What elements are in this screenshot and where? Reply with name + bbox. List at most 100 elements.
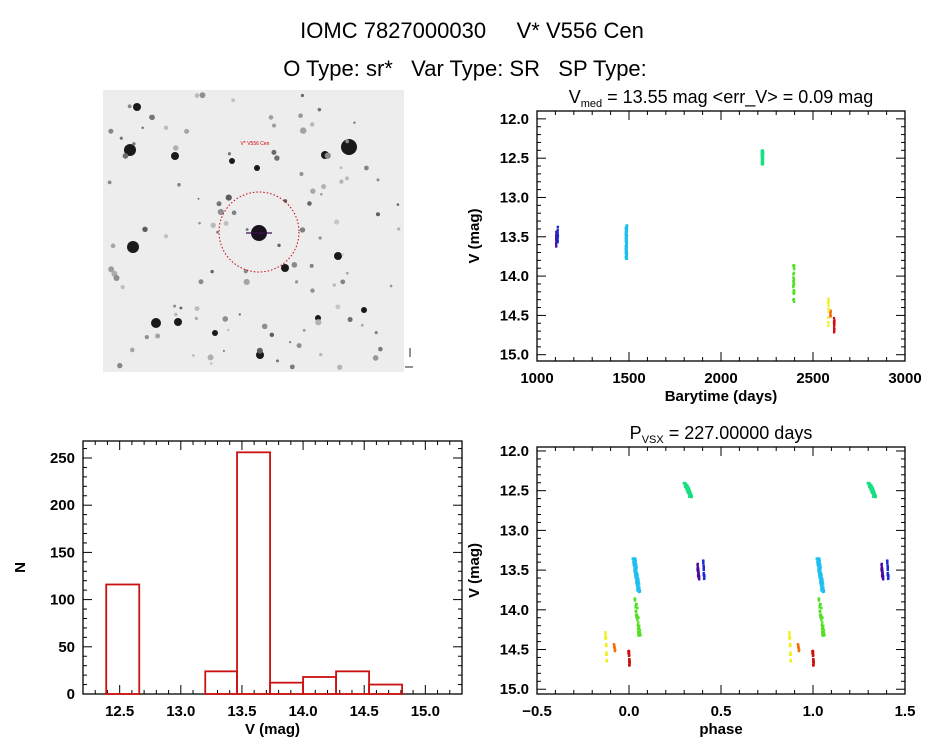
star [127, 104, 132, 109]
phase-point-season-2 [818, 564, 822, 567]
data-point-season-1b [556, 233, 559, 236]
histogram-bar [236, 451, 271, 695]
phase-point-season-6 [628, 664, 631, 667]
phase-point-season-2 [638, 589, 642, 592]
phase-point-season-6 [812, 653, 815, 656]
data-point-season-2 [625, 253, 628, 256]
data-point-season-4 [792, 299, 795, 302]
phase-point-season-1b [702, 577, 706, 580]
data-point-season-6 [833, 328, 836, 331]
data-point-season-5a [827, 298, 830, 301]
x-tick-label: 13.0 [166, 703, 195, 720]
phase-point-season-2 [819, 584, 823, 587]
histogram-bar [269, 681, 304, 695]
star [291, 262, 298, 268]
star-title: IOMC 7827000030 V* V556 Cen [300, 18, 644, 43]
phase-point-season-5a [604, 632, 607, 636]
phase-point-season-4 [638, 629, 642, 632]
phase-point-season-3 [688, 493, 691, 496]
star [173, 304, 177, 308]
phase-point-season-5b [796, 643, 800, 646]
star [309, 122, 315, 127]
star [315, 319, 322, 326]
y-tick-label: 15.0 [500, 347, 529, 364]
phase-point-season-5a [789, 644, 792, 647]
star [177, 182, 181, 187]
data-point-season-5b [829, 312, 832, 315]
data-point-season-6 [833, 321, 836, 324]
phase-point-season-4 [820, 618, 823, 622]
y-tick-label: 50 [58, 639, 75, 656]
phase-point-season-1b [886, 564, 889, 567]
data-point-season-4 [792, 279, 795, 282]
phase-point-season-4 [819, 610, 822, 614]
y-tick-label: 200 [50, 497, 75, 514]
data-point-season-5b [829, 311, 832, 314]
data-point-season-5b [829, 309, 832, 312]
phase-point-season-5a [604, 635, 607, 639]
phase-point-season-2 [636, 577, 639, 580]
phase-point-season-4 [821, 616, 824, 619]
star [141, 126, 144, 130]
star [216, 201, 222, 207]
star [289, 364, 295, 370]
data-point-season-2 [624, 236, 627, 240]
phase-point-season-1b [702, 565, 706, 569]
data-point-season-4 [792, 281, 795, 284]
histogram-bar [204, 670, 238, 695]
phase-point-season-2 [818, 558, 821, 562]
target-label: V* V556 Cen [241, 141, 270, 147]
star [229, 158, 235, 164]
star [227, 328, 230, 332]
phase-point-season-6 [628, 653, 631, 656]
data-point-season-3 [762, 154, 765, 157]
phase-point-season-5a [788, 635, 791, 639]
phase-point-season-5b [797, 648, 801, 651]
phase-point-season-4 [635, 610, 638, 614]
data-point-season-5a [827, 321, 830, 324]
star [271, 149, 277, 155]
data-point-season-1b [556, 228, 559, 231]
star [238, 313, 241, 316]
data-point-season-4 [792, 264, 795, 267]
data-point-season-4 [793, 267, 796, 271]
phase-point-season-2 [634, 563, 638, 566]
y-tick-label: 15.0 [500, 681, 529, 698]
phase-point-season-4 [820, 606, 823, 610]
phase-point-season-5b [797, 649, 801, 653]
x-tick-label: 2500 [796, 370, 829, 387]
phase-point-season-3 [872, 491, 876, 494]
phase-point-season-2 [636, 581, 639, 585]
data-point-season-3 [761, 151, 764, 154]
star [332, 283, 336, 287]
phase-point-season-4 [638, 632, 642, 635]
x-tick-label: 14.5 [350, 703, 379, 720]
phase-point-season-2 [820, 581, 823, 585]
star [296, 343, 302, 349]
star [261, 323, 268, 330]
x-tick-label: 0.0 [619, 703, 640, 720]
y-tick-label: 12.0 [500, 111, 529, 128]
data-point-season-2 [625, 228, 628, 231]
phase-point-season-4 [817, 597, 821, 600]
phase-point-season-4 [636, 627, 640, 631]
phase-point-season-3 [871, 489, 874, 493]
star [133, 103, 141, 111]
phase-point-season-3 [870, 484, 873, 487]
phase-point-season-1b [886, 565, 890, 569]
phase-point-season-4 [822, 634, 825, 637]
phase-point-season-3 [866, 481, 869, 485]
star [302, 328, 306, 332]
data-point-season-6 [833, 329, 836, 332]
phase-point-season-4 [819, 616, 822, 619]
y-axis-label: V (mag) [466, 208, 483, 263]
star [339, 179, 344, 184]
star [341, 253, 344, 256]
phase-point-season-1b [886, 560, 889, 563]
star [216, 230, 219, 234]
plot-title: PVSX = 227.00000 days [630, 423, 813, 446]
star [223, 221, 229, 227]
data-point-season-2 [625, 239, 628, 242]
star [243, 278, 250, 286]
star [198, 221, 201, 225]
